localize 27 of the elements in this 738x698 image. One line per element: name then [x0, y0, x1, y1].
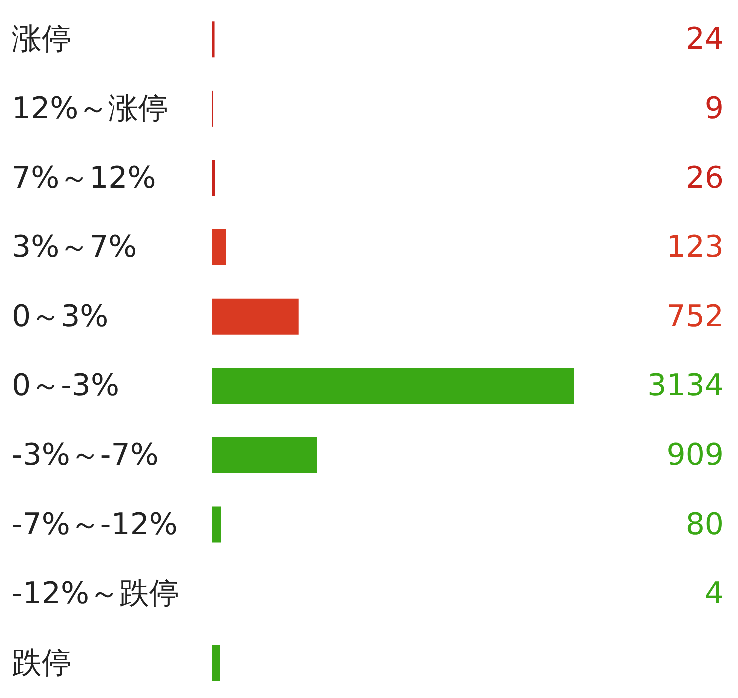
bar — [212, 298, 299, 335]
y-tick-label: 涨停 — [12, 22, 72, 58]
y-tick-label: 3%～7% — [12, 230, 138, 266]
data-label: 123 — [666, 230, 724, 266]
data-label: 24 — [686, 22, 724, 58]
y-tick-label: 0～-3% — [12, 368, 120, 404]
bar — [212, 368, 574, 404]
y-tick-label: 7%～12% — [12, 160, 156, 196]
data-label: 752 — [666, 299, 724, 334]
data-label: 80 — [686, 507, 724, 542]
data-label: 909 — [666, 438, 724, 473]
y-tick-label: 12%～涨停 — [12, 91, 169, 126]
bar — [212, 506, 222, 543]
data-label: 3134 — [648, 368, 724, 404]
y-tick-label: 跌停 — [12, 646, 72, 681]
bar — [212, 230, 226, 266]
y-tick-label: 0～3% — [12, 299, 109, 334]
bar — [212, 645, 220, 682]
bar — [212, 22, 215, 58]
bar — [212, 437, 317, 474]
data-label: 9 — [704, 91, 724, 126]
y-tick-label: -12%～跌停 — [12, 576, 180, 612]
bar — [212, 160, 216, 196]
data-label: 26 — [686, 160, 724, 196]
data-label: 4 — [704, 576, 724, 612]
y-tick-label: -7%～-12% — [12, 507, 178, 542]
y-tick-label: -3%～-7% — [12, 438, 159, 473]
